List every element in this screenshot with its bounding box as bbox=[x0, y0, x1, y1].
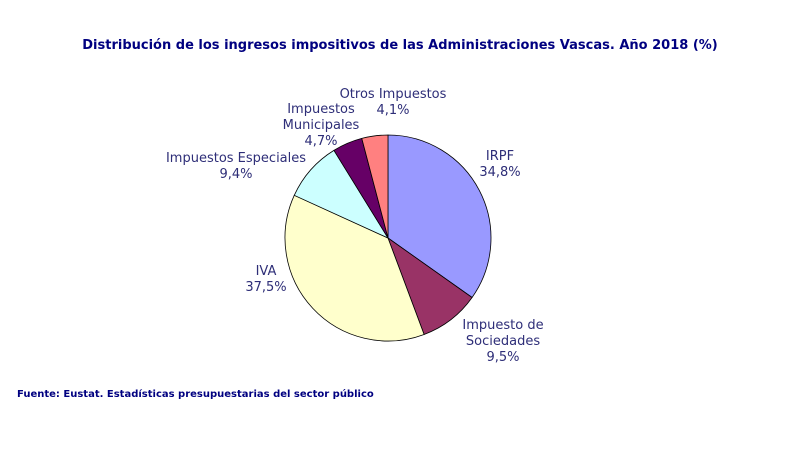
slice-percent-irpf: 34,8% bbox=[479, 165, 520, 180]
slice-name-otros: Otros Impuestos bbox=[340, 87, 447, 102]
slice-name-sociedades: Impuesto de bbox=[462, 318, 543, 333]
slice-name-especiales: Impuestos Especiales bbox=[166, 151, 306, 166]
slice-label-especiales: Impuestos Especiales 9,4% bbox=[166, 151, 306, 182]
pie-labels: IRPF 34,8% Impuesto de Sociedades 9,5% IVA 37,… bbox=[166, 87, 544, 365]
slice-percent-sociedades: 9,5% bbox=[486, 350, 519, 365]
slice-percent-especiales: 9,4% bbox=[219, 167, 252, 182]
pie-slice-irpf bbox=[387, 134, 492, 298]
chart-title: Distribución de los ingresos impositivos… bbox=[82, 38, 718, 53]
slice-percent-municipales: 4,7% bbox=[304, 134, 337, 149]
slice-label-municipales: Impuestos Municipales 4,7% bbox=[283, 102, 360, 149]
slice-name-iva: IVA bbox=[256, 264, 277, 279]
slice-label-otros: Otros Impuestos 4,1% bbox=[340, 87, 447, 118]
slice-name-municipales: Impuestos bbox=[287, 102, 355, 117]
slice-name-sociedades: Sociedades bbox=[466, 334, 540, 349]
slice-name-municipales: Municipales bbox=[283, 118, 360, 133]
slice-name-irpf: IRPF bbox=[486, 149, 514, 164]
slice-label-irpf: IRPF 34,8% bbox=[479, 149, 520, 180]
pie-slices bbox=[284, 134, 492, 342]
slice-label-iva: IVA 37,5% bbox=[245, 264, 286, 295]
slice-label-sociedades: Impuesto de Sociedades 9,5% bbox=[462, 318, 543, 365]
source-note: Fuente: Eustat. Estadísticas presupuesta… bbox=[17, 389, 374, 400]
slice-percent-iva: 37,5% bbox=[245, 280, 286, 295]
pie-slice-otros bbox=[361, 134, 389, 239]
pie-slice-iva bbox=[284, 194, 425, 342]
slice-percent-otros: 4,1% bbox=[376, 103, 409, 118]
